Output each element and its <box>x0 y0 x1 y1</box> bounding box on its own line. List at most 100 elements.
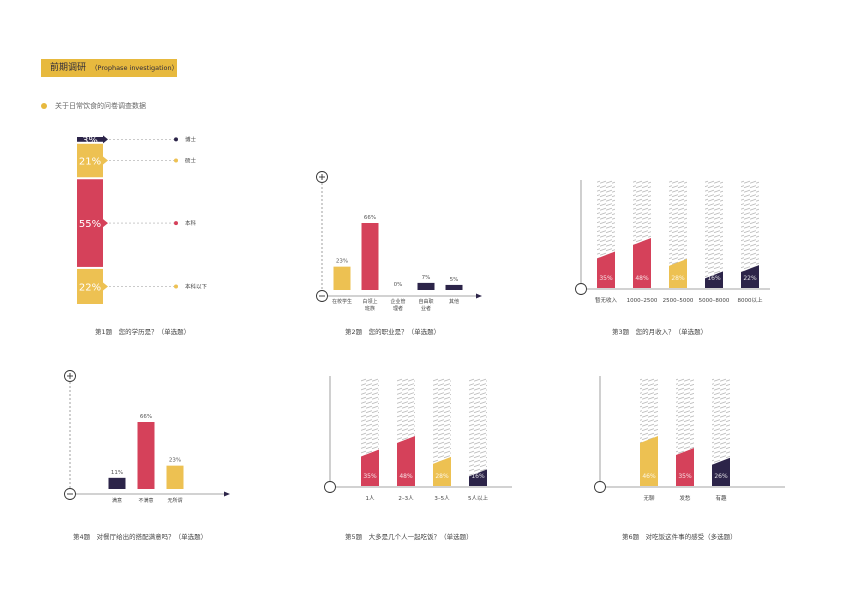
c4-bar-1 <box>137 422 155 489</box>
c1-legend-dot-0 <box>174 137 178 142</box>
c1-legend-dot-1 <box>174 158 178 163</box>
c2-bar-3 <box>417 282 435 290</box>
question-5-caption: 第5题 大多是几个人一起吃饭？（单选题） <box>345 533 473 541</box>
c2-category-label-1: 白领上 <box>362 298 377 305</box>
c3-data-label-3: 16% <box>707 275 721 282</box>
c3-category-label-4: 8000以上 <box>738 296 763 304</box>
c5-bar-3 <box>469 469 487 486</box>
c2-x-arrow <box>476 293 482 299</box>
c6-category-label-0: 无聊 <box>643 494 655 502</box>
c2-category-label-3: 业者 <box>421 305 431 312</box>
c1-category-label-1: 硕士 <box>185 157 197 165</box>
c2-category-label-2: 理者 <box>393 306 403 312</box>
c2-plus-icon <box>316 171 328 183</box>
c4-bar-2 <box>166 465 184 489</box>
c3-bar-0 <box>597 251 615 288</box>
c5-data-label-3: 16% <box>471 473 485 480</box>
c3-bar-4 <box>741 265 759 288</box>
c1-category-label-3: 本科以下 <box>185 282 208 290</box>
question-1-caption: 第1题 您的学历是？（单选题） <box>95 328 191 336</box>
c6-data-label-2: 26% <box>714 473 728 480</box>
intro-text: 关于日常饮食的问卷调查数据 <box>55 102 146 110</box>
c2-category-label-4: 其他 <box>449 298 459 305</box>
c4-data-label-2: 23% <box>169 458 181 464</box>
c4-bar-0 <box>108 477 126 489</box>
c1-bar-arrow-0 <box>103 135 108 144</box>
c1-bar-arrow-2 <box>103 219 108 228</box>
c5-track-3 <box>469 378 487 486</box>
c6-data-label-1: 35% <box>678 473 692 480</box>
c2-data-label-0: 23% <box>336 259 348 265</box>
c3-data-label-1: 48% <box>635 275 649 282</box>
c3-bar-2 <box>669 258 687 288</box>
c5-data-label-0: 35% <box>363 473 377 480</box>
c5-bar-1 <box>397 436 415 486</box>
c6-data-label-0: 46% <box>642 473 656 480</box>
question-2-caption: 第2题 您的职业是？（单选题） <box>345 328 441 336</box>
c2-category-label-0: 在校学生 <box>332 298 352 305</box>
c1-legend-dot-2 <box>174 221 178 226</box>
c5-category-label-1: 2–3人 <box>398 495 414 502</box>
c5-data-label-1: 48% <box>399 473 413 480</box>
c2-category-label-3: 自由职 <box>418 298 433 305</box>
c4-x-arrow <box>224 491 230 497</box>
c3-category-label-3: 5000–8000 <box>699 298 730 304</box>
c2-data-label-1: 66% <box>364 215 376 221</box>
c3-bar-3 <box>705 271 723 288</box>
c2-category-label-2: 企业管 <box>390 298 405 305</box>
c4-category-label-0: 满意 <box>112 497 122 504</box>
c5-data-label-2: 28% <box>435 473 449 480</box>
c1-bar-arrow-3 <box>103 282 108 291</box>
c1-bar-1 <box>77 143 103 178</box>
c3-track-4 <box>741 180 759 288</box>
c4-category-label-1: 不满意 <box>138 497 153 504</box>
c2-category-label-1: 班族 <box>365 305 375 312</box>
c4-plus-icon <box>64 370 76 382</box>
c5-category-label-0: 1人 <box>366 495 375 502</box>
section-subtitle: （Prophase investigation） <box>91 64 179 72</box>
c3-category-label-0: 暂无收入 <box>595 296 618 304</box>
c2-bar-4 <box>445 284 463 290</box>
c4-category-label-2: 无所谓 <box>167 497 182 504</box>
c1-data-label-1: 21% <box>79 157 101 168</box>
c5-category-label-3: 5人以上 <box>468 494 488 502</box>
c4-data-label-1: 66% <box>140 414 152 420</box>
c6-bar-2 <box>712 457 730 486</box>
c6-origin-circle <box>594 481 606 493</box>
c1-bar-2 <box>77 179 103 267</box>
c6-category-label-1: 发愁 <box>679 494 691 502</box>
c3-data-label-2: 28% <box>671 275 685 282</box>
c2-bar-0 <box>333 266 351 290</box>
c6-category-label-2: 有趣 <box>715 494 727 502</box>
c3-category-label-2: 2500–5000 <box>663 298 694 304</box>
c1-category-label-0: 博士 <box>185 135 197 143</box>
c1-category-label-2: 本科 <box>185 219 197 227</box>
c1-bar-arrow-1 <box>103 156 108 165</box>
c2-bar-1 <box>361 223 379 290</box>
question-6-caption: 第6题 对吃饭这件事的感受（多选题） <box>622 533 737 541</box>
c5-bar-2 <box>433 456 451 486</box>
c3-bar-1 <box>633 238 651 288</box>
c4-minus-icon <box>64 488 76 500</box>
c3-data-label-4: 22% <box>743 275 757 282</box>
section-header: 前期调研 （Prophase investigation） <box>41 59 179 77</box>
c2-minus-icon <box>316 290 328 302</box>
c6-bar-0 <box>640 436 658 486</box>
question-4-caption: 第4题 对餐厅给出的搭配满意吗？（单选题） <box>73 533 208 541</box>
c5-category-label-2: 3–5人 <box>434 495 450 502</box>
c3-origin-circle <box>575 283 587 295</box>
bullet-dot <box>41 103 47 109</box>
c6-bar-1 <box>676 447 694 486</box>
c2-data-label-3: 7% <box>422 275 431 281</box>
intro-line: 关于日常饮食的问卷调查数据 <box>41 101 146 111</box>
c1-legend-dot-3 <box>174 284 178 289</box>
c5-bar-0 <box>361 449 379 486</box>
c1-data-label-0: 3% <box>82 135 98 146</box>
c5-origin-circle <box>324 481 336 493</box>
c1-data-label-3: 22% <box>79 282 101 293</box>
c1-data-label-2: 55% <box>79 219 101 230</box>
c6-track-2 <box>712 378 730 486</box>
section-title: 前期调研 <box>50 63 87 73</box>
c1-bar-3 <box>77 268 103 304</box>
